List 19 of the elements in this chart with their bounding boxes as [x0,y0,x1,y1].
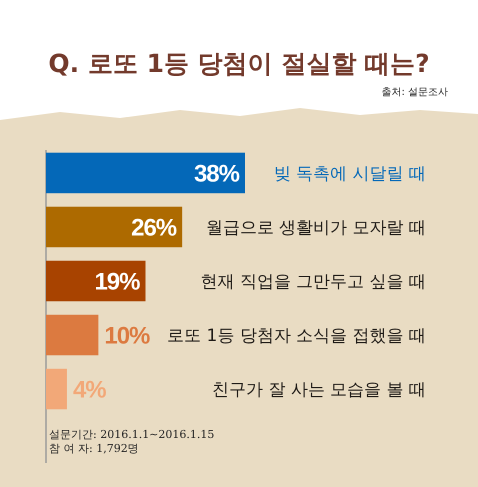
bar [46,314,98,356]
bar [46,368,67,410]
data-label: 10% [104,322,150,350]
y-tick-label: 빚 독촉에 시달릴 때 [274,164,426,184]
bar [46,152,245,194]
data-label: 4% [72,376,106,404]
annotation: 참 여 자: 1,792명 [49,442,139,455]
y-tick-label: 친구가 잘 사는 모습을 볼 때 [212,380,426,400]
y-tick-label: 월급으로 생활비가 모자랄 때 [206,218,426,238]
annotation: 설문기간: 2016.1.1~2016.1.15 [49,428,214,441]
bar [46,260,146,302]
y-tick-label: 로또 1등 당첨자 소식을 접했을 때 [167,326,426,346]
chart-title: Q. 로또 1등 당첨이 절실할 때는? [48,49,430,78]
data-label: 19% [94,268,140,296]
bar [46,206,182,248]
data-label: 38% [194,160,240,188]
y-tick-label: 현재 직업을 그만두고 싶을 때 [200,272,426,292]
source-note: 출처: 설문조사 [381,87,448,98]
data-label: 26% [131,214,177,242]
